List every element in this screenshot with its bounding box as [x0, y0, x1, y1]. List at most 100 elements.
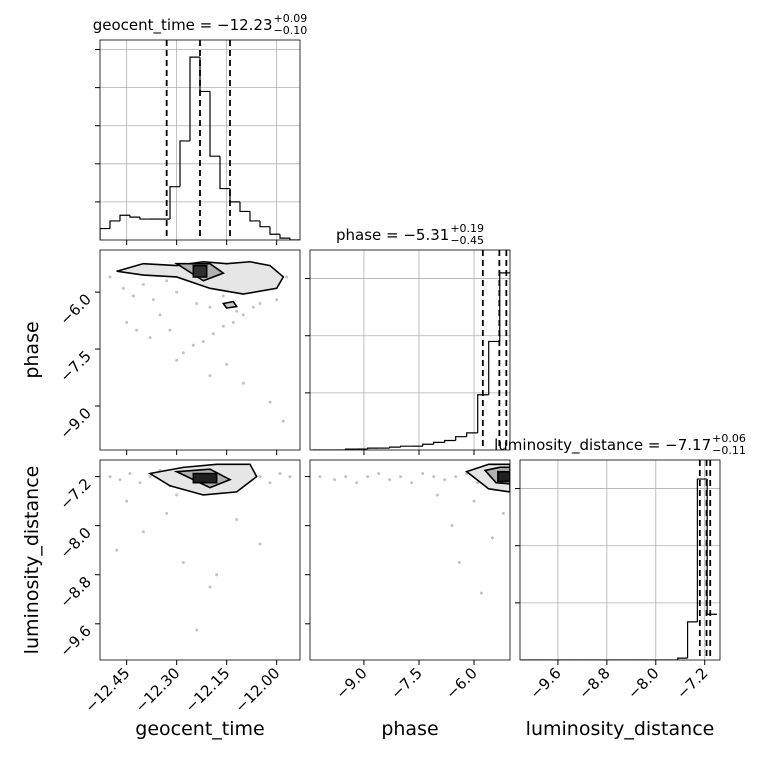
- x-tick-label: −8.8: [575, 664, 613, 702]
- sample-point: [225, 362, 229, 366]
- sample-point: [108, 275, 112, 279]
- sample-point: [175, 358, 179, 362]
- sample-point: [443, 478, 447, 482]
- sample-point: [221, 324, 225, 328]
- hist-step: [706, 479, 717, 615]
- sample-point: [421, 471, 425, 475]
- sample-point: [231, 320, 235, 324]
- x-tick-label: −12.00: [232, 664, 284, 716]
- title-upper-error: +0.06: [712, 432, 746, 445]
- hist-step: [259, 220, 270, 228]
- hist-step: [488, 340, 500, 395]
- sample-point: [215, 573, 219, 577]
- hist-step: [129, 215, 140, 218]
- y-tick-label: −9.0: [56, 404, 94, 442]
- hist-step: [209, 91, 220, 157]
- hist-step: [686, 621, 698, 659]
- sample-point: [278, 471, 282, 475]
- sample-point: [281, 419, 285, 423]
- hist-step: [444, 439, 456, 443]
- y-axis-label: phase: [21, 321, 43, 378]
- sample-point: [191, 343, 195, 347]
- sample-point: [175, 290, 179, 294]
- sample-point: [115, 548, 119, 552]
- panel-content: [100, 40, 300, 240]
- contour: [192, 264, 208, 278]
- sample-point: [148, 475, 152, 479]
- panel-content: [310, 250, 510, 450]
- sample-point: [479, 591, 483, 595]
- sample-point: [135, 328, 139, 332]
- sample-point: [457, 560, 461, 564]
- sample-point: [268, 400, 272, 404]
- panel-title: phase = −5.31: [336, 226, 449, 244]
- sample-point: [344, 475, 348, 479]
- sample-point: [388, 478, 392, 482]
- sample-point: [125, 499, 129, 503]
- hist-step: [696, 478, 708, 622]
- sample-point: [165, 511, 169, 515]
- x-tick-label: −9.6: [526, 664, 564, 702]
- sample-point: [241, 381, 245, 385]
- sample-point: [195, 302, 199, 306]
- sample-point: [435, 493, 439, 497]
- hist-step: [455, 436, 467, 441]
- hist-step: [279, 234, 290, 239]
- sample-point: [151, 298, 155, 302]
- x-tick-label: −7.2: [673, 664, 711, 702]
- hist-step: [289, 238, 300, 240]
- sample-point: [288, 475, 292, 479]
- hist-step: [477, 394, 489, 433]
- sample-point: [450, 524, 454, 528]
- x-tick-label: −8.0: [624, 664, 662, 702]
- hist-step: [139, 217, 150, 220]
- hist-step: [400, 445, 412, 448]
- sample-point: [208, 374, 212, 378]
- sample-point: [410, 481, 414, 485]
- x-tick-label: −12.30: [132, 664, 184, 716]
- sample-point: [275, 298, 279, 302]
- sample-point: [221, 294, 225, 298]
- panel-content: [108, 463, 292, 632]
- title-lower-error: −0.45: [450, 234, 484, 247]
- hist-step: [499, 272, 510, 342]
- hist-step: [229, 188, 240, 203]
- sample-point: [399, 475, 403, 479]
- sample-point: [131, 294, 135, 298]
- hist-step: [677, 657, 688, 660]
- sample-point: [108, 475, 112, 479]
- panel-content: [108, 260, 289, 423]
- sample-point: [501, 511, 505, 515]
- sample-point: [258, 302, 262, 306]
- hist-step: [269, 226, 280, 235]
- sample-point: [318, 475, 322, 479]
- hist-step: [100, 227, 110, 240]
- sample-point: [158, 313, 162, 317]
- x-tick-label: −6.0: [442, 664, 480, 702]
- sample-point: [148, 336, 152, 340]
- x-axis-label: luminosity_distance: [526, 718, 715, 740]
- hist-step: [466, 432, 478, 437]
- hist-step: [119, 214, 130, 221]
- sample-point: [208, 585, 212, 589]
- hist-step: [179, 140, 190, 187]
- y-tick-label: −7.5: [56, 347, 94, 385]
- y-tick-label: −7.2: [56, 475, 94, 513]
- hist-step: [389, 446, 401, 449]
- sample-point: [141, 530, 145, 534]
- panel-frame: [309, 459, 511, 661]
- panel-content: [318, 463, 510, 595]
- sample-point: [175, 493, 179, 497]
- sample-point: [366, 475, 370, 479]
- y-tick-label: −6.0: [56, 290, 94, 328]
- x-axis-label: phase: [381, 718, 438, 740]
- sample-point: [285, 275, 289, 279]
- sample-point: [454, 475, 458, 479]
- sample-point: [165, 279, 169, 283]
- x-tick-label: −7.5: [387, 664, 425, 702]
- x-tick-label: −9.0: [332, 664, 370, 702]
- contour: [497, 470, 510, 483]
- sample-point: [355, 481, 359, 485]
- x-axis-label: geocent_time: [135, 718, 264, 740]
